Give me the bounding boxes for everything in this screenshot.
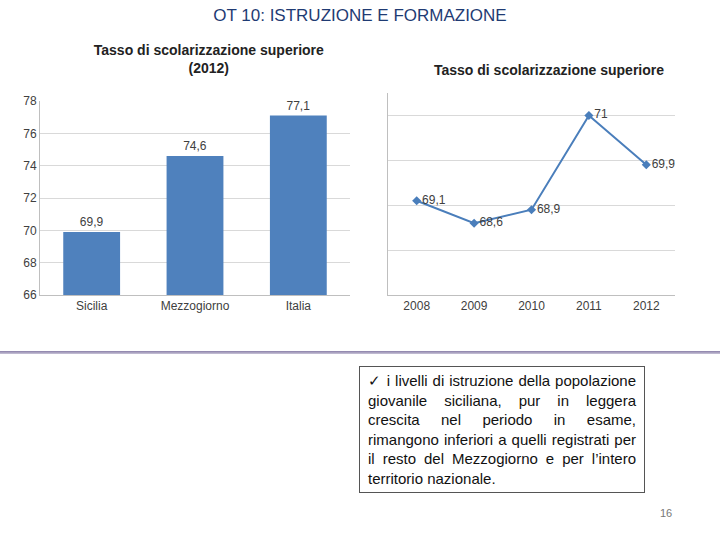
svg-text:2012: 2012 [633,299,660,313]
svg-text:2010: 2010 [518,299,545,313]
html-text:OT 10: ISTRUZIONE E FORMAZIONE: OT 10: ISTRUZIONE E FORMAZIONE [213,6,507,25]
svg-text:Tasso di scolarizzazione super: Tasso di scolarizzazione superiore(2012) [94,42,324,76]
svg-text:68,6: 68,6 [479,215,503,229]
svg-text:76: 76 [23,127,37,141]
svg-text:68,9: 68,9 [537,202,561,216]
html-text:✓ i livelli di istruzione dell: ✓ i livelli di istruzione della popolazi… [368,372,636,487]
svg-text:2008: 2008 [403,299,430,313]
svg-text:68: 68 [23,256,37,270]
svg-text:71: 71 [594,107,608,121]
svg-text:Mezzogiorno: Mezzogiorno [161,299,230,313]
svg-text:70: 70 [23,224,37,238]
svg-text:Italia: Italia [286,299,312,313]
svg-text:69,9: 69,9 [80,215,104,229]
svg-text:2009: 2009 [461,299,488,313]
svg-text:2011: 2011 [576,299,602,313]
svg-text:66: 66 [23,288,37,302]
svg-text:Tasso di scolarizzazione super: Tasso di scolarizzazione superiore [434,62,664,78]
svg-text:77,1: 77,1 [286,99,310,113]
svg-text:72: 72 [23,191,37,205]
svg-text:Sicilia: Sicilia [76,299,108,313]
html-text:16: 16 [660,507,673,519]
svg-text:69,1: 69,1 [422,193,446,207]
svg-text:74: 74 [23,159,37,173]
svg-text:78: 78 [23,94,37,108]
svg-text:74,6: 74,6 [183,139,207,153]
svg-text:69,9: 69,9 [652,157,675,171]
